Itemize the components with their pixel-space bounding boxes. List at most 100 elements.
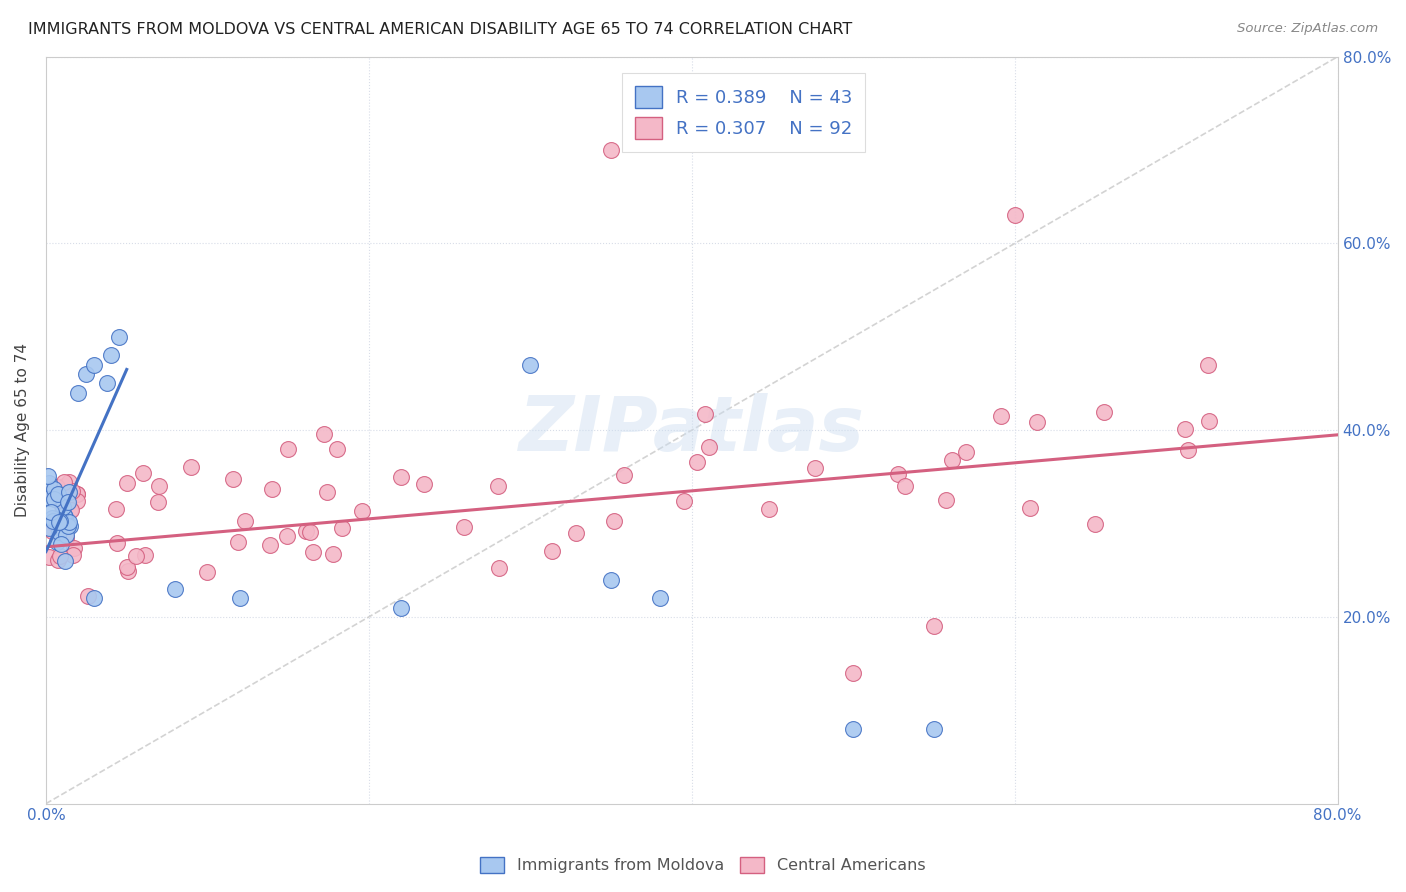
Point bbox=[37, 469, 59, 483]
Point bbox=[51, 508, 73, 523]
Point bbox=[894, 479, 917, 493]
Point bbox=[39, 515, 62, 529]
Point bbox=[100, 348, 122, 362]
Point bbox=[541, 543, 564, 558]
Point bbox=[519, 358, 541, 372]
Point bbox=[412, 476, 434, 491]
Point bbox=[453, 520, 475, 534]
Point bbox=[316, 485, 339, 500]
Point bbox=[350, 503, 373, 517]
Point bbox=[842, 665, 865, 680]
Point bbox=[180, 460, 202, 475]
Point bbox=[124, 549, 146, 563]
Point bbox=[83, 591, 105, 606]
Point bbox=[65, 493, 87, 508]
Point bbox=[195, 565, 218, 579]
Point bbox=[107, 330, 129, 344]
Point bbox=[46, 553, 69, 567]
Point bbox=[1025, 416, 1047, 430]
Point bbox=[83, 358, 105, 372]
Point bbox=[46, 485, 69, 500]
Point bbox=[51, 492, 73, 507]
Point bbox=[115, 476, 138, 491]
Point bbox=[60, 503, 83, 517]
Legend: Immigrants from Moldova, Central Americans: Immigrants from Moldova, Central America… bbox=[474, 850, 932, 880]
Point bbox=[803, 461, 825, 475]
Text: IMMIGRANTS FROM MOLDOVA VS CENTRAL AMERICAN DISABILITY AGE 65 TO 74 CORRELATION : IMMIGRANTS FROM MOLDOVA VS CENTRAL AMERI… bbox=[28, 22, 852, 37]
Point bbox=[38, 475, 60, 490]
Point bbox=[276, 529, 298, 543]
Point bbox=[38, 550, 60, 565]
Point bbox=[117, 564, 139, 578]
Point bbox=[104, 502, 127, 516]
Y-axis label: Disability Age 65 to 74: Disability Age 65 to 74 bbox=[15, 343, 30, 517]
Point bbox=[600, 573, 623, 587]
Point bbox=[48, 524, 70, 539]
Text: ZIPatlas: ZIPatlas bbox=[519, 393, 865, 467]
Point bbox=[53, 554, 76, 568]
Point bbox=[302, 545, 325, 559]
Point bbox=[686, 455, 709, 469]
Point bbox=[935, 493, 957, 508]
Point bbox=[58, 475, 80, 489]
Point bbox=[46, 480, 69, 494]
Point bbox=[53, 510, 76, 524]
Point bbox=[42, 482, 65, 496]
Point bbox=[600, 143, 623, 157]
Point bbox=[48, 515, 70, 529]
Point bbox=[603, 514, 626, 528]
Point bbox=[60, 484, 83, 499]
Point bbox=[51, 517, 73, 532]
Point bbox=[58, 497, 80, 511]
Point bbox=[1198, 413, 1220, 427]
Point bbox=[58, 516, 80, 530]
Point bbox=[922, 722, 945, 736]
Point bbox=[277, 442, 299, 456]
Point bbox=[1084, 516, 1107, 531]
Point bbox=[322, 547, 344, 561]
Point bbox=[62, 541, 84, 556]
Point bbox=[613, 467, 636, 482]
Point bbox=[693, 407, 716, 421]
Point bbox=[325, 442, 347, 456]
Point bbox=[58, 484, 80, 499]
Point bbox=[148, 479, 170, 493]
Point bbox=[75, 367, 97, 381]
Point bbox=[42, 492, 65, 507]
Point bbox=[48, 519, 70, 533]
Point bbox=[990, 409, 1012, 423]
Point bbox=[49, 509, 72, 524]
Point bbox=[96, 376, 118, 391]
Point bbox=[56, 519, 79, 533]
Point bbox=[222, 472, 245, 486]
Point bbox=[233, 514, 256, 528]
Point bbox=[42, 515, 65, 529]
Point bbox=[41, 511, 63, 525]
Point bbox=[298, 524, 321, 539]
Point bbox=[38, 521, 60, 535]
Point bbox=[887, 467, 910, 481]
Point bbox=[758, 501, 780, 516]
Point bbox=[1177, 443, 1199, 458]
Point bbox=[226, 534, 249, 549]
Point bbox=[51, 537, 73, 551]
Point bbox=[1019, 501, 1042, 516]
Point bbox=[259, 538, 281, 552]
Point bbox=[66, 487, 89, 501]
Point bbox=[134, 549, 156, 563]
Point bbox=[52, 500, 75, 515]
Point bbox=[55, 528, 77, 542]
Point bbox=[41, 484, 63, 499]
Point bbox=[62, 548, 84, 562]
Point bbox=[312, 427, 335, 442]
Point bbox=[648, 591, 671, 606]
Point bbox=[66, 486, 89, 500]
Point bbox=[842, 722, 865, 736]
Point bbox=[922, 619, 945, 633]
Point bbox=[294, 524, 316, 538]
Point bbox=[67, 385, 90, 400]
Point bbox=[260, 483, 283, 497]
Point bbox=[146, 495, 169, 509]
Point bbox=[1198, 358, 1220, 372]
Point bbox=[1174, 422, 1197, 436]
